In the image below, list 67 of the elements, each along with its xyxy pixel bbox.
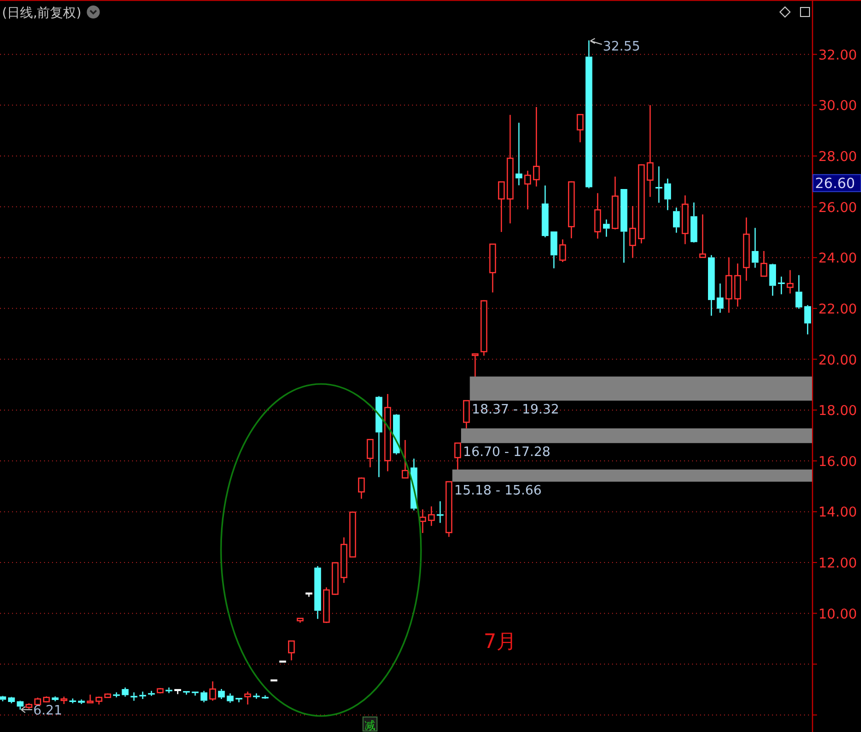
candlestick: [786, 269, 794, 294]
candlestick: [402, 439, 409, 479]
candlestick: [576, 114, 584, 143]
y-tick-label: 20.00: [818, 352, 857, 368]
candlestick: [200, 690, 208, 703]
candlestick: [340, 536, 348, 584]
candlestick: [760, 250, 768, 277]
y-tick-label: 28.00: [818, 148, 857, 165]
candlestick: [436, 500, 444, 524]
candlestick: [244, 690, 252, 706]
candlestick: [419, 508, 426, 534]
candlestick: [612, 176, 619, 230]
candlestick: [533, 106, 540, 188]
candlestick: [550, 231, 558, 269]
y-tick-label: 16.00: [818, 454, 857, 470]
candlestick: [122, 686, 129, 698]
candlestick: [314, 565, 322, 620]
candlestick: [428, 506, 435, 527]
y-tick-label: 10.00: [818, 606, 857, 622]
candlestick: [524, 170, 532, 210]
annotation: 6.21: [33, 704, 62, 719]
band-label: 15.18 - 15.66: [454, 484, 542, 499]
y-tick-label: 24.00: [818, 250, 857, 267]
candlestick: [472, 353, 479, 378]
candlestick: [742, 216, 750, 282]
chart-title: (日线,前复权): [2, 6, 82, 21]
y-tick-label: 12.00: [818, 556, 857, 572]
y-tick-label: 30.00: [818, 98, 857, 114]
y-tick-label: 32.00: [818, 47, 857, 64]
candlestick: [489, 244, 496, 294]
candlestick: [602, 218, 610, 238]
candlestick: [769, 264, 776, 296]
annotation: 7月: [484, 629, 516, 653]
y-tick-label: 22.00: [818, 301, 857, 318]
y-tick-label: 26.00: [818, 200, 857, 216]
y-tick-label: 14.00: [818, 504, 857, 521]
band-label: 18.37 - 19.32: [472, 402, 560, 418]
candlestick: [699, 214, 706, 258]
candlestick: [498, 181, 505, 233]
axis-value-label: 26.60: [812, 174, 861, 192]
candlestick: [139, 690, 146, 700]
candlestick: [690, 202, 698, 242]
candlestick: [86, 694, 94, 704]
candlestick: [585, 40, 592, 189]
candlestick: [376, 395, 382, 478]
candlestick: [778, 276, 785, 295]
candlestick: [174, 689, 182, 695]
candlestick: [629, 205, 636, 258]
candlestick: [366, 438, 374, 468]
candlestick: [16, 701, 24, 710]
annotation: 减: [362, 716, 378, 732]
candlestick: [209, 680, 216, 702]
candlestick: [454, 442, 462, 470]
candlestick: [620, 189, 628, 264]
candlestick: [752, 227, 759, 268]
y-tick-label: 18.00: [818, 403, 857, 420]
candlestick: [384, 393, 392, 472]
candlestick: [52, 696, 59, 702]
annotation: 32.55: [602, 39, 640, 54]
candlestick: [568, 181, 575, 239]
band-label: 16.70 - 17.28: [463, 445, 550, 460]
candlestick: [506, 114, 514, 224]
candlestick: [682, 194, 689, 245]
candlestick: [594, 192, 602, 240]
candlestick: [226, 692, 234, 704]
candlestick: [542, 184, 549, 238]
candlestick: [516, 122, 522, 186]
